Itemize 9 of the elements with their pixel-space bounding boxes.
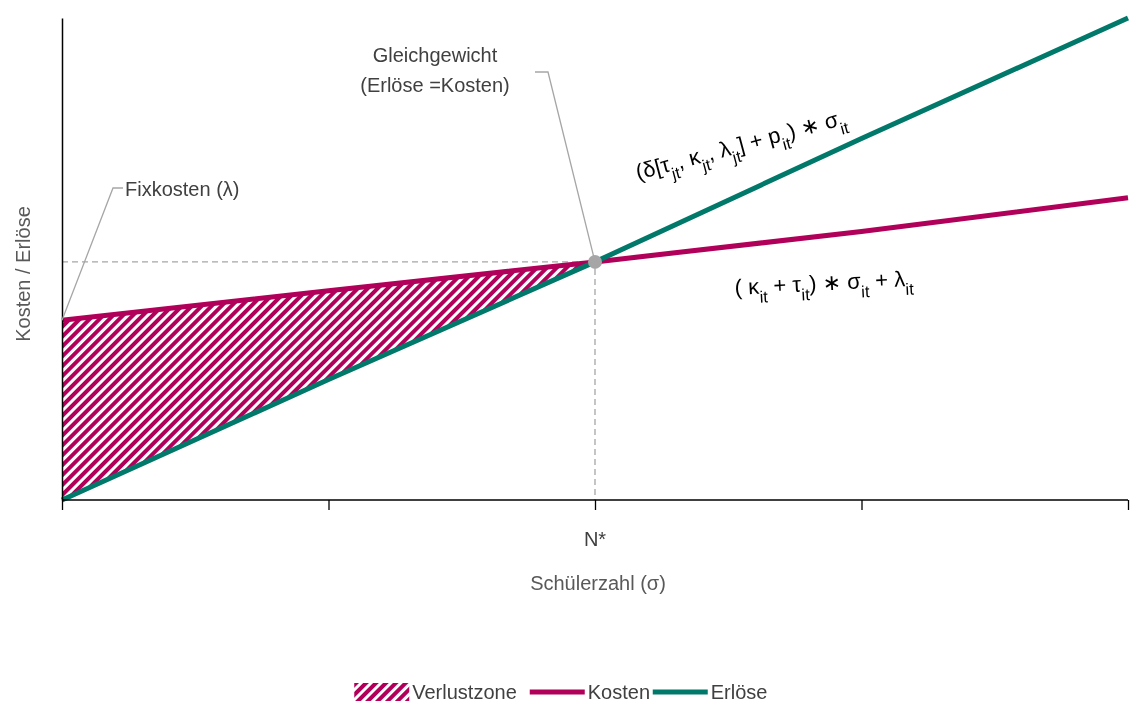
legend-label: Kosten — [587, 681, 651, 703]
legend-label: Verlustzone — [412, 681, 517, 703]
y-axis-title: Kosten / Erlöse — [12, 206, 34, 342]
annotation: Fixkosten (λ) — [125, 178, 240, 200]
legend-label: Erlöse — [710, 681, 768, 703]
x-axis-title: Schülerzahl (σ) — [530, 572, 666, 594]
annotation: Gleichgewicht (Erlöse =Kosten) — [360, 44, 510, 96]
annotation: ( κ$_{it}$ + τ$_{it}$) ∗ σ$_{it}$ + λ$_{it}$ — [733, 266, 915, 306]
text: N* — [583, 528, 607, 550]
